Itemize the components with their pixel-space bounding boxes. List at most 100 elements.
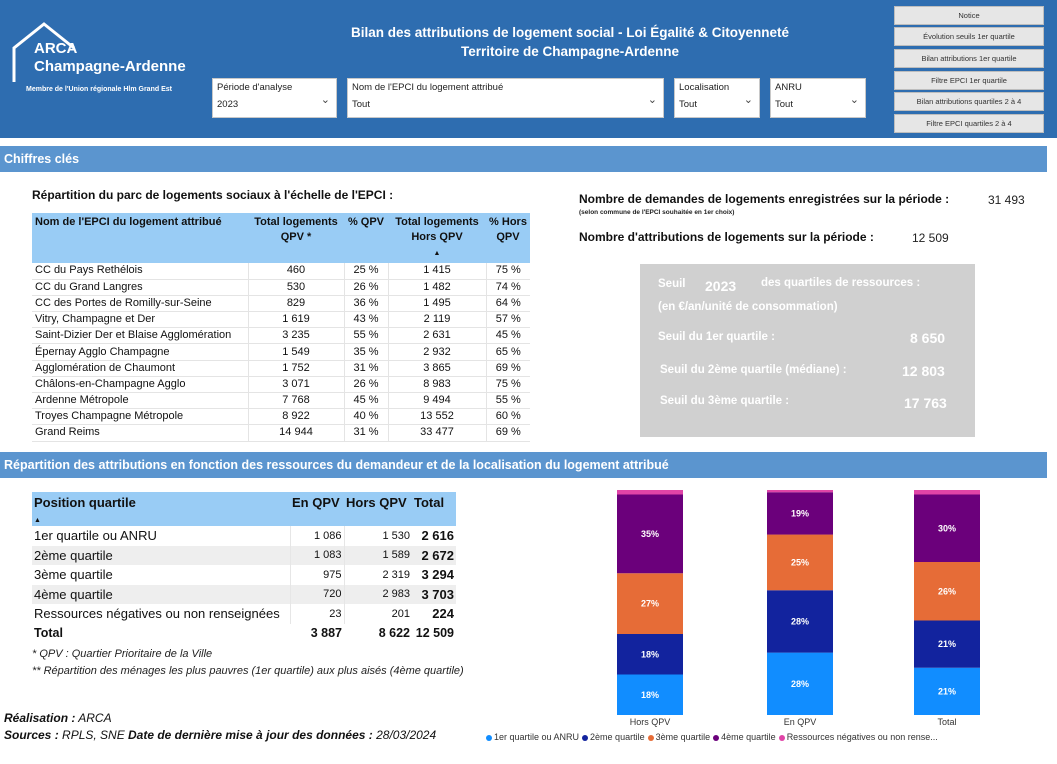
legend-label: 1er quartile ou ANRU	[494, 732, 580, 742]
periode-slicer-value: 2023	[217, 99, 239, 110]
seuil-q1-value: 8 650	[910, 330, 946, 346]
bilan-1er-quartile-button[interactable]: Bilan attributions 1er quartile	[894, 49, 1044, 68]
table-row[interactable]: Ardenne Métropole 7 768 45 % 9 494 55 %	[32, 392, 530, 410]
table-row[interactable]: Ressources négatives ou non renseignées 2…	[32, 604, 456, 624]
bar-segment[interactable]	[914, 494, 980, 563]
footer-mise-a-jour: Date de dernière mise à jour des données…	[128, 728, 437, 742]
logo-text-arca: ARCA	[34, 40, 78, 57]
bar-segment[interactable]	[617, 494, 683, 574]
seuil-quartiles-card: Seuil 2023 des quartiles de ressources :…	[640, 264, 975, 437]
bar-segment[interactable]	[767, 652, 833, 715]
epci-value-cell: 55 %	[485, 392, 530, 410]
table-row[interactable]: 3ème quartile 975 2 319 3 294	[32, 565, 456, 585]
table-row[interactable]: Agglomération de Chaumont 1 752 31 % 3 865 6…	[32, 360, 530, 377]
epci-name-cell: Saint-Dizier Der et Blaise Agglomération	[32, 327, 248, 345]
quartile-value-cell: 1 083	[289, 545, 344, 565]
col-header-total-qpv[interactable]: Total logements QPV *	[248, 213, 344, 263]
legend-item[interactable]: 4ème quartile	[713, 732, 776, 742]
quartile-name-cell: Ressources négatives ou non renseignées	[34, 606, 280, 622]
table-row[interactable]: Épernay Agglo Champagne 1 549 35 % 2 932 65 …	[32, 343, 530, 361]
evolution-seuils-button[interactable]: Évolution seuils 1er quartile	[894, 27, 1044, 46]
bar-segment[interactable]	[914, 490, 980, 495]
col-header-total[interactable]: Total	[412, 492, 456, 526]
table-row[interactable]: CC du Pays Rethélois 460 25 % 1 415 75 %	[32, 263, 530, 280]
localisation-slicer[interactable]: Localisation Tout ⌄	[674, 78, 760, 118]
col-header-pct-hors-qpv[interactable]: % Hors QPV	[486, 213, 530, 263]
epci-value-cell: 55 %	[343, 327, 388, 345]
legend-item[interactable]: 3ème quartile	[647, 732, 710, 742]
table-row[interactable]: 4ème quartile 720 2 983 3 703	[32, 584, 456, 604]
table-row[interactable]: CC des Portes de Romilly-sur-Seine 829 36 …	[32, 295, 530, 313]
filtre-epci-1er-quartile-button[interactable]: Filtre EPCI 1er quartile	[894, 71, 1044, 90]
table-row[interactable]: Saint-Dizier Der et Blaise Agglomération…	[32, 327, 530, 345]
localisation-slicer-label: Localisation	[679, 82, 730, 93]
epci-value-cell: 3 235	[247, 327, 344, 345]
chevron-down-icon[interactable]: ⌄	[743, 94, 753, 106]
table-row[interactable]: Vitry, Champagne et Der 1 619 43 % 2 119 57 …	[32, 311, 530, 329]
epci-value-cell: 2 631	[387, 327, 486, 345]
bar-segment[interactable]	[617, 490, 683, 495]
epci-value-cell: 1 495	[387, 295, 486, 313]
legend-label: 2ème quartile	[590, 732, 645, 742]
chevron-down-icon[interactable]: ⌄	[849, 94, 859, 106]
quartile-value-cell: 1 086	[289, 526, 344, 546]
table-row[interactable]: 2ème quartile 1 083 1 589 2 672	[32, 545, 456, 565]
sort-ascending-icon[interactable]: ▲	[433, 250, 441, 257]
filtre-epci-quartiles-2-4-button[interactable]: Filtre EPCI quartiles 2 à 4	[894, 114, 1044, 133]
bar-segment[interactable]	[617, 573, 683, 634]
col-header-en-qpv[interactable]: En QPV	[290, 492, 344, 526]
seuil-q2-label: Seuil du 2ème quartile (médiane) :	[660, 364, 847, 376]
notice-button[interactable]: Notice	[894, 6, 1044, 25]
bar-segment[interactable]	[617, 634, 683, 675]
quartile-value-cell: 2 616	[421, 528, 454, 544]
table-row[interactable]: Troyes Champagne Métropole 8 922 40 % 13 55…	[32, 408, 530, 426]
col-header-position[interactable]: Position quartile ▲	[32, 492, 290, 526]
epci-value-cell: 75 %	[485, 376, 530, 394]
bar-segment[interactable]	[914, 562, 980, 621]
data-label: 18%	[641, 649, 659, 659]
bar-segment[interactable]	[767, 590, 833, 653]
legend-item[interactable]: 1er quartile ou ANRU	[486, 732, 579, 742]
sort-ascending-icon[interactable]: ▲	[34, 517, 41, 524]
bar-segment[interactable]	[914, 620, 980, 668]
bar-segment[interactable]	[767, 492, 833, 535]
epci-value-cell: 57 %	[485, 311, 530, 329]
bar-segment[interactable]	[617, 674, 683, 716]
total-value-cell: 12 509	[415, 626, 454, 641]
quartile-value-cell: 23	[289, 604, 344, 624]
col-header-epci[interactable]: Nom de l'EPCI du logement attribué	[32, 213, 248, 263]
col-header-hors-qpv[interactable]: Hors QPV	[344, 492, 412, 526]
bar-segment[interactable]	[914, 667, 980, 715]
anru-slicer[interactable]: ANRU Tout ⌄	[770, 78, 866, 118]
data-label: 27%	[641, 599, 659, 609]
legend-dot-icon	[778, 734, 785, 741]
logo-text-region: Champagne-Ardenne	[34, 58, 186, 75]
legend-item[interactable]: Ressources négatives ou non rense...	[778, 732, 938, 742]
quartile-value-cell: 975	[289, 565, 344, 585]
col-header-pct-qpv[interactable]: % QPV	[344, 213, 388, 263]
epci-name-cell: Agglomération de Chaumont	[32, 360, 248, 377]
bar-segment[interactable]	[767, 534, 833, 591]
bilan-quartiles-2-4-button[interactable]: Bilan attributions quartiles 2 à 4	[894, 92, 1044, 111]
table-row[interactable]: Châlons-en-Champagne Agglo 3 071 26 % 8 983…	[32, 376, 530, 394]
chevron-down-icon[interactable]: ⌄	[320, 94, 330, 106]
data-label: 25%	[791, 557, 809, 567]
total-label-cell: Total	[34, 626, 63, 641]
bar-segment[interactable]	[767, 490, 833, 493]
epci-name-cell: Châlons-en-Champagne Agglo	[32, 376, 248, 394]
seuil-unit: (en €/an/unité de consommation)	[658, 301, 838, 313]
category-tick-label: Total	[937, 717, 956, 727]
table-row[interactable]: Grand Reims 14 944 31 % 33 477 69 %	[32, 424, 530, 442]
epci-value-cell: 45 %	[485, 327, 530, 345]
legend-label: Ressources négatives ou non rense...	[786, 732, 938, 742]
periode-slicer[interactable]: Période d'analyse 2023 ⌄	[212, 78, 337, 118]
epci-slicer[interactable]: Nom de l'EPCI du logement attribué Tout …	[347, 78, 664, 118]
chevron-down-icon[interactable]: ⌄	[647, 94, 657, 106]
data-label: 18%	[641, 690, 659, 700]
legend-item[interactable]: 2ème quartile	[582, 732, 645, 742]
table-row[interactable]: 1er quartile ou ANRU 1 086 1 530 2 616	[32, 526, 456, 546]
quartile-value-cell: 2 319	[343, 565, 412, 585]
seuil-q3-label: Seuil du 3ème quartile :	[660, 395, 790, 407]
table-row[interactable]: CC du Grand Langres 530 26 % 1 482 74 %	[32, 279, 530, 296]
col-header-total-hors-qpv[interactable]: Total logements Hors QPV ▲	[388, 213, 486, 263]
